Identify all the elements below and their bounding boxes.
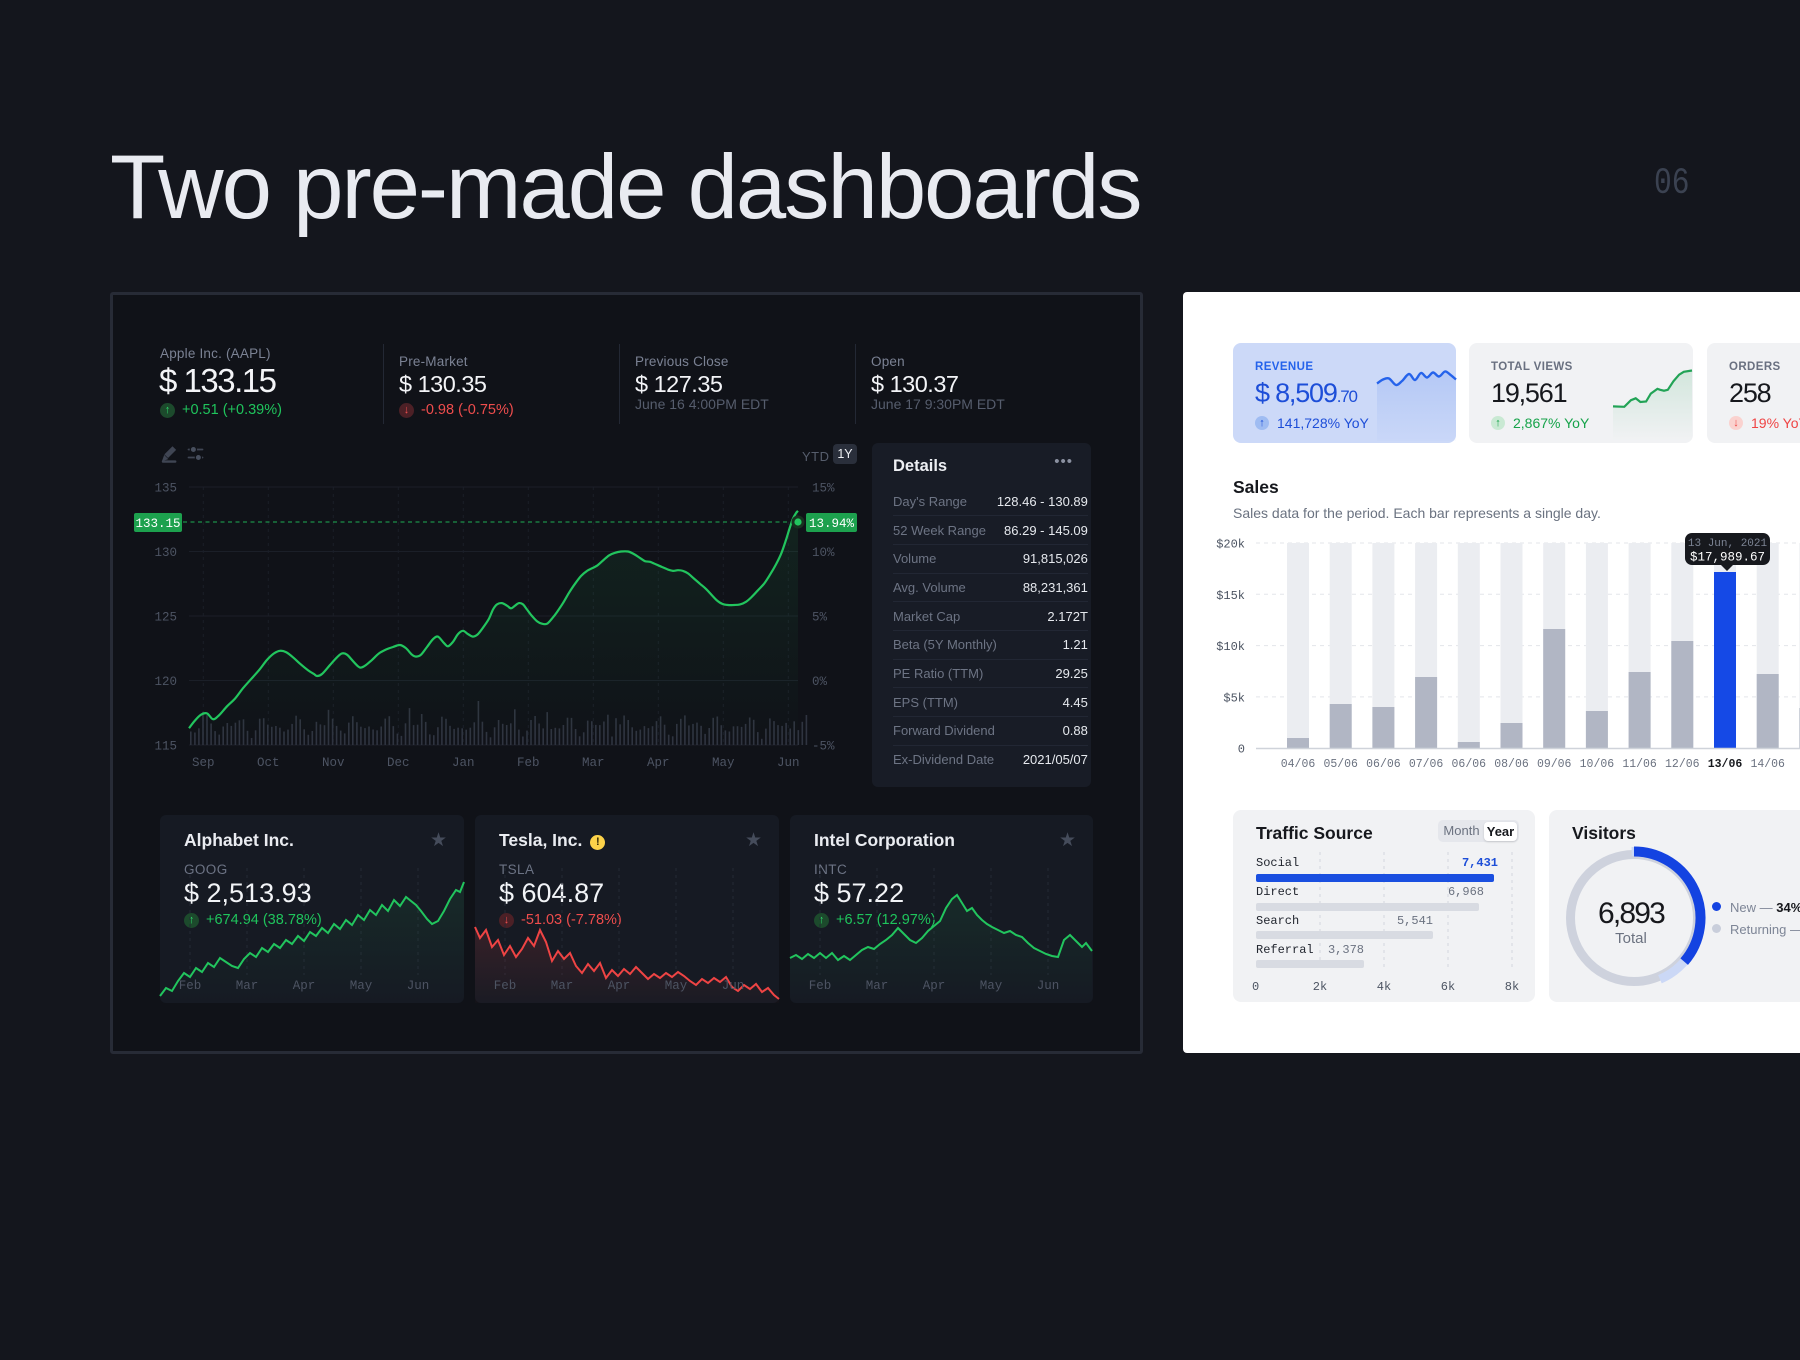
svg-text:Feb: Feb <box>809 979 832 993</box>
svg-text:08/06: 08/06 <box>1494 758 1529 771</box>
svg-text:Feb: Feb <box>517 756 540 770</box>
svg-text:11/06: 11/06 <box>1622 758 1657 771</box>
svg-text:May: May <box>665 979 688 993</box>
svg-text:0: 0 <box>1238 743 1245 757</box>
svg-text:Nov: Nov <box>322 756 345 770</box>
svg-text:Apr: Apr <box>923 979 946 993</box>
svg-text:Referral: Referral <box>1256 943 1314 957</box>
svg-text:6k: 6k <box>1441 980 1455 994</box>
svg-text:5,541: 5,541 <box>1397 914 1433 928</box>
svg-text:13/06: 13/06 <box>1708 758 1743 771</box>
svg-text:Jun: Jun <box>722 979 745 993</box>
svg-text:06/06: 06/06 <box>1366 758 1401 771</box>
svg-text:6,968: 6,968 <box>1448 885 1484 899</box>
svg-text:2k: 2k <box>1313 980 1327 994</box>
svg-text:115: 115 <box>154 740 177 754</box>
svg-text:125: 125 <box>154 611 177 625</box>
svg-text:04/06: 04/06 <box>1281 758 1316 771</box>
svg-text:Apr: Apr <box>293 979 316 993</box>
svg-text:12/06: 12/06 <box>1665 758 1700 771</box>
svg-text:Search: Search <box>1256 914 1299 928</box>
svg-text:14/06: 14/06 <box>1750 758 1785 771</box>
svg-text:Mar: Mar <box>236 979 259 993</box>
svg-text:13 Jun, 2021: 13 Jun, 2021 <box>1688 538 1768 550</box>
svg-text:Jun: Jun <box>407 979 430 993</box>
svg-text:8k: 8k <box>1505 980 1519 994</box>
svg-text:Oct: Oct <box>257 756 280 770</box>
svg-text:Mar: Mar <box>551 979 574 993</box>
svg-text:Jun: Jun <box>1037 979 1060 993</box>
svg-text:Direct: Direct <box>1256 885 1299 899</box>
svg-text:Dec: Dec <box>387 756 410 770</box>
svg-text:0%: 0% <box>812 675 828 689</box>
svg-text:07/06: 07/06 <box>1409 758 1444 771</box>
svg-text:10%: 10% <box>812 546 835 560</box>
svg-text:$20k: $20k <box>1216 538 1245 552</box>
svg-text:May: May <box>980 979 1003 993</box>
svg-text:$10k: $10k <box>1216 640 1245 654</box>
svg-text:4k: 4k <box>1377 980 1391 994</box>
svg-text:05/06: 05/06 <box>1323 758 1358 771</box>
svg-text:Mar: Mar <box>582 756 605 770</box>
svg-text:$15k: $15k <box>1216 589 1245 603</box>
svg-text:135: 135 <box>154 482 177 496</box>
svg-text:06/06: 06/06 <box>1452 758 1487 771</box>
svg-text:May: May <box>712 756 735 770</box>
svg-text:Social: Social <box>1256 856 1299 870</box>
svg-text:7,431: 7,431 <box>1462 856 1498 870</box>
svg-text:0: 0 <box>1252 980 1259 994</box>
svg-text:May: May <box>350 979 373 993</box>
svg-text:133.15: 133.15 <box>135 517 180 531</box>
svg-text:Mar: Mar <box>866 979 889 993</box>
svg-text:15%: 15% <box>812 482 835 496</box>
svg-text:Jan: Jan <box>452 756 475 770</box>
svg-text:Jun: Jun <box>777 756 800 770</box>
svg-text:3,378: 3,378 <box>1328 943 1364 957</box>
svg-text:Apr: Apr <box>608 979 631 993</box>
svg-text:$5k: $5k <box>1223 691 1245 705</box>
svg-text:$17,989.67: $17,989.67 <box>1690 551 1765 565</box>
svg-text:Apr: Apr <box>647 756 670 770</box>
svg-text:10/06: 10/06 <box>1580 758 1615 771</box>
svg-text:5%: 5% <box>812 611 828 625</box>
svg-text:13.94%: 13.94% <box>809 517 855 531</box>
svg-text:Feb: Feb <box>494 979 517 993</box>
svg-text:130: 130 <box>154 546 177 560</box>
svg-text:-5%: -5% <box>812 740 835 754</box>
svg-text:120: 120 <box>154 675 177 689</box>
svg-text:Sep: Sep <box>192 756 215 770</box>
svg-text:Feb: Feb <box>179 979 202 993</box>
svg-text:09/06: 09/06 <box>1537 758 1572 771</box>
